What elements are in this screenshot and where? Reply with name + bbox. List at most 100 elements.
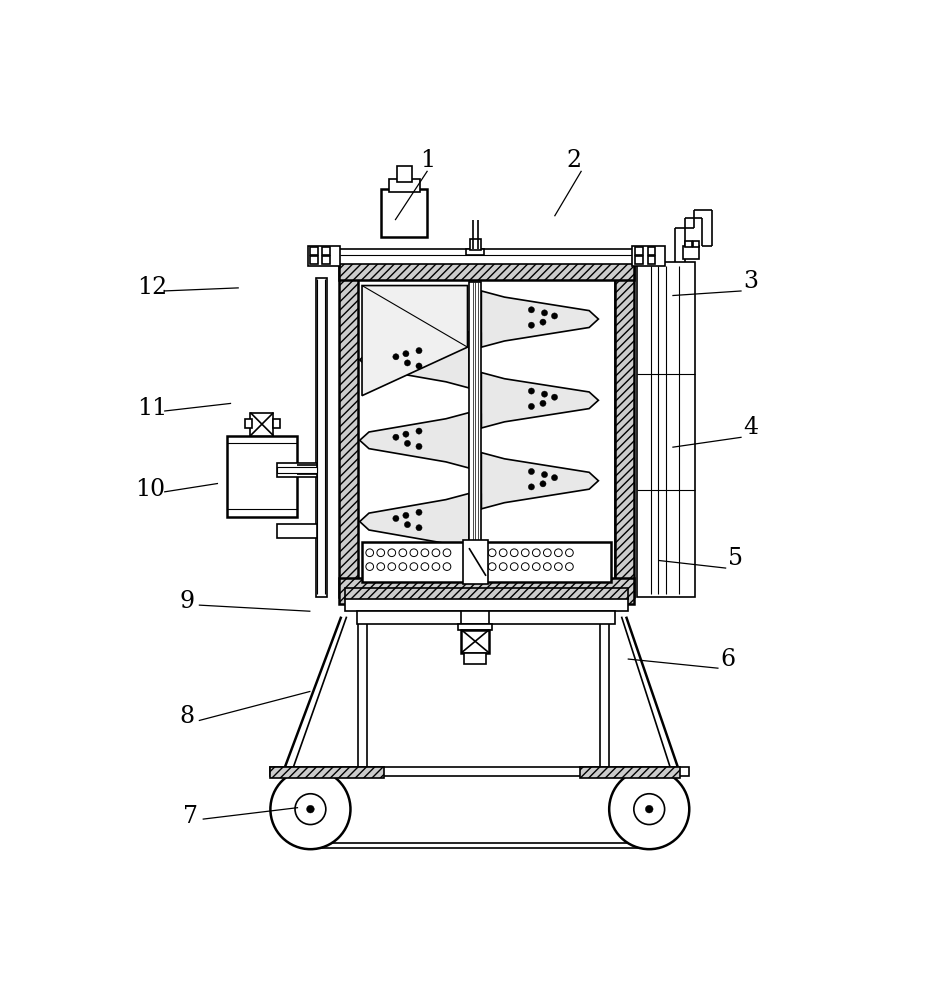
Circle shape	[510, 549, 518, 557]
Bar	[464, 653, 486, 664]
Bar	[315, 278, 327, 597]
Circle shape	[392, 354, 399, 360]
Polygon shape	[481, 453, 598, 509]
Circle shape	[554, 549, 562, 557]
Circle shape	[565, 563, 573, 570]
Bar	[647, 256, 654, 264]
Bar	[685, 241, 691, 247]
Circle shape	[365, 563, 373, 570]
Circle shape	[541, 310, 547, 316]
Polygon shape	[359, 332, 469, 388]
Bar	[388, 179, 419, 192]
Bar	[361, 542, 610, 582]
Bar	[277, 463, 317, 477]
Bar	[310, 247, 318, 255]
Bar	[339, 578, 633, 604]
Circle shape	[443, 549, 450, 557]
Bar	[462, 540, 487, 584]
Circle shape	[271, 769, 350, 849]
Circle shape	[520, 563, 529, 570]
Circle shape	[528, 403, 534, 410]
Bar	[647, 247, 654, 255]
Text: 3: 3	[742, 270, 757, 293]
Circle shape	[551, 313, 557, 319]
Text: 10: 10	[135, 478, 165, 501]
Circle shape	[532, 549, 539, 557]
Bar	[469, 282, 481, 542]
Bar	[322, 256, 329, 264]
Circle shape	[376, 549, 384, 557]
Bar	[614, 262, 633, 597]
Circle shape	[539, 481, 546, 487]
Bar	[322, 247, 329, 255]
Circle shape	[295, 794, 326, 825]
Bar	[244, 419, 252, 428]
Bar	[308, 246, 340, 266]
Bar	[465, 249, 484, 255]
Circle shape	[416, 363, 421, 369]
Circle shape	[376, 563, 384, 570]
Bar	[310, 256, 318, 264]
Circle shape	[645, 805, 652, 813]
Circle shape	[416, 428, 421, 434]
Bar	[357, 611, 615, 624]
Text: 11: 11	[137, 397, 167, 420]
Bar	[381, 189, 427, 237]
Circle shape	[565, 549, 573, 557]
Circle shape	[510, 563, 518, 570]
Bar	[458, 624, 491, 630]
Text: 1: 1	[419, 149, 434, 172]
Circle shape	[443, 563, 450, 570]
Circle shape	[306, 805, 314, 813]
Circle shape	[608, 769, 689, 849]
Bar	[277, 466, 317, 473]
Bar	[277, 524, 317, 538]
Circle shape	[488, 549, 495, 557]
Bar	[339, 262, 633, 280]
Circle shape	[410, 549, 417, 557]
Circle shape	[499, 549, 506, 557]
Circle shape	[399, 563, 406, 570]
Text: 6: 6	[720, 648, 735, 670]
Circle shape	[528, 322, 534, 328]
Circle shape	[528, 484, 534, 490]
Bar	[339, 249, 633, 264]
Circle shape	[402, 512, 408, 518]
Bar	[273, 419, 280, 428]
Bar	[271, 767, 384, 778]
Bar	[635, 247, 642, 255]
Circle shape	[416, 509, 421, 515]
Circle shape	[528, 468, 534, 475]
Bar	[344, 597, 627, 611]
Bar	[227, 436, 297, 517]
Text: 9: 9	[180, 590, 195, 613]
Circle shape	[402, 431, 408, 437]
Circle shape	[420, 549, 429, 557]
Circle shape	[539, 400, 546, 406]
Circle shape	[416, 348, 421, 354]
Circle shape	[399, 549, 406, 557]
Circle shape	[541, 391, 547, 397]
Circle shape	[532, 563, 539, 570]
Bar	[358, 280, 614, 588]
Bar	[270, 767, 689, 776]
Text: 5: 5	[727, 547, 742, 570]
Circle shape	[543, 563, 550, 570]
Circle shape	[404, 522, 410, 528]
Bar	[396, 166, 412, 182]
Bar	[636, 262, 694, 597]
Bar	[250, 413, 273, 436]
Polygon shape	[481, 373, 598, 428]
Polygon shape	[359, 493, 469, 550]
Text: 7: 7	[183, 805, 197, 828]
Bar	[579, 767, 680, 778]
Circle shape	[365, 549, 373, 557]
Circle shape	[410, 563, 417, 570]
Circle shape	[543, 549, 550, 557]
Circle shape	[388, 549, 395, 557]
Bar	[461, 630, 489, 653]
Bar	[339, 262, 358, 597]
Circle shape	[416, 443, 421, 450]
Circle shape	[488, 563, 495, 570]
Circle shape	[541, 472, 547, 478]
